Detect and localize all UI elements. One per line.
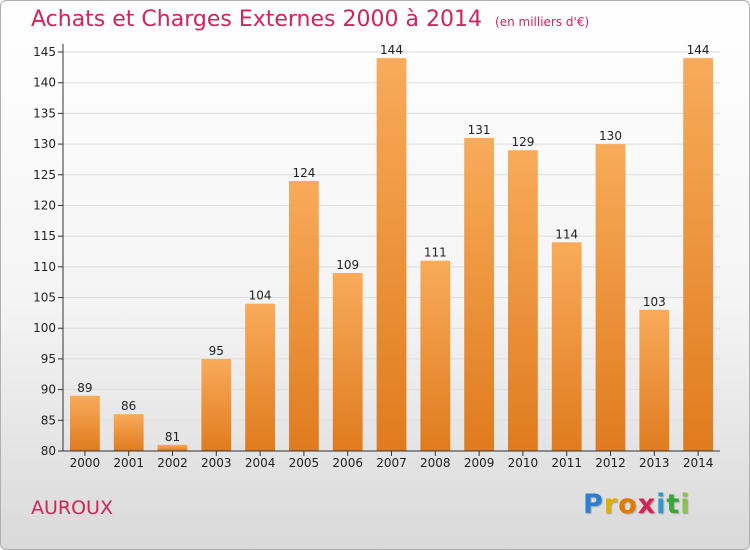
bar (70, 395, 100, 451)
data-label: 130 (599, 129, 622, 143)
x-tick-label: 2010 (508, 456, 539, 470)
bar (157, 444, 188, 451)
x-tick-label: 2007 (376, 456, 407, 470)
y-tick-label: 145 (33, 45, 56, 59)
y-tick-label: 115 (33, 229, 56, 243)
y-tick-label: 85 (41, 413, 56, 427)
bar (289, 180, 319, 451)
y-tick-label: 135 (33, 106, 56, 120)
x-tick-label: 2006 (332, 456, 363, 470)
data-label: 124 (292, 166, 315, 180)
bar (508, 150, 538, 451)
chart-title: Achats et Charges Externes 2000 à 2014 (31, 7, 482, 32)
logo-letter: o (618, 489, 638, 520)
data-label: 129 (511, 135, 534, 149)
data-label: 111 (424, 246, 447, 260)
bar (420, 260, 451, 451)
logo-letter: P (583, 489, 604, 520)
bar (595, 144, 626, 452)
bars (70, 58, 713, 452)
data-label: 86 (121, 399, 136, 413)
x-tick-label: 2000 (70, 456, 101, 470)
y-tick-label: 110 (33, 260, 56, 274)
axes (58, 44, 720, 456)
commune-name: AUROUX (31, 497, 113, 519)
y-tick-label: 105 (33, 291, 56, 305)
bar (245, 303, 275, 451)
x-tick-label: 2005 (289, 456, 320, 470)
bar (464, 137, 494, 451)
logo-letter: x (637, 489, 657, 520)
data-label: 144 (687, 43, 710, 57)
data-label: 109 (336, 258, 359, 272)
data-label: 89 (77, 381, 92, 395)
data-label: 144 (380, 43, 403, 57)
x-tick-label: 2004 (245, 456, 276, 470)
x-tick-label: 2002 (157, 456, 188, 470)
title-row: Achats et Charges Externes 2000 à 2014 (… (31, 7, 589, 32)
x-tick-label: 2008 (420, 456, 451, 470)
chart-subtitle: (en milliers d'€) (495, 15, 590, 29)
bar (683, 58, 713, 452)
data-label: 81 (165, 430, 180, 444)
data-label: 103 (643, 295, 666, 309)
y-tick-label: 140 (33, 76, 56, 90)
logo-letter: i (680, 489, 691, 520)
y-tick-label: 130 (33, 137, 56, 151)
x-tick-label: 2012 (595, 456, 626, 470)
bar (113, 414, 144, 451)
y-tick-label: 95 (41, 352, 56, 366)
bar (201, 358, 232, 451)
x-tick-label: 2001 (113, 456, 144, 470)
x-tick-label: 2013 (639, 456, 670, 470)
y-tick-label: 90 (41, 383, 56, 397)
bar (639, 309, 670, 451)
logo-letter: t (666, 489, 681, 520)
proxiti-logo: Proxiti (583, 489, 691, 520)
logo-letter: i (656, 489, 667, 520)
logo-letter: r (603, 489, 619, 520)
data-label: 104 (249, 289, 272, 303)
x-tick-label: 2009 (464, 456, 495, 470)
bar (376, 58, 407, 452)
y-tick-label: 100 (33, 321, 56, 335)
labels: 80 85 90 95 100 105 110 115 120 125 130 135 140 145 89… (33, 43, 713, 470)
data-label: 95 (209, 344, 224, 358)
y-tick-label: 120 (33, 198, 56, 212)
x-tick-label: 2011 (551, 456, 582, 470)
x-tick-label: 2014 (683, 456, 714, 470)
data-label: 131 (468, 123, 491, 137)
y-tick-label: 80 (41, 444, 56, 458)
y-tick-label: 125 (33, 168, 56, 182)
data-label: 114 (555, 227, 578, 241)
bar (551, 242, 582, 451)
bar (332, 272, 363, 451)
x-tick-label: 2003 (201, 456, 232, 470)
